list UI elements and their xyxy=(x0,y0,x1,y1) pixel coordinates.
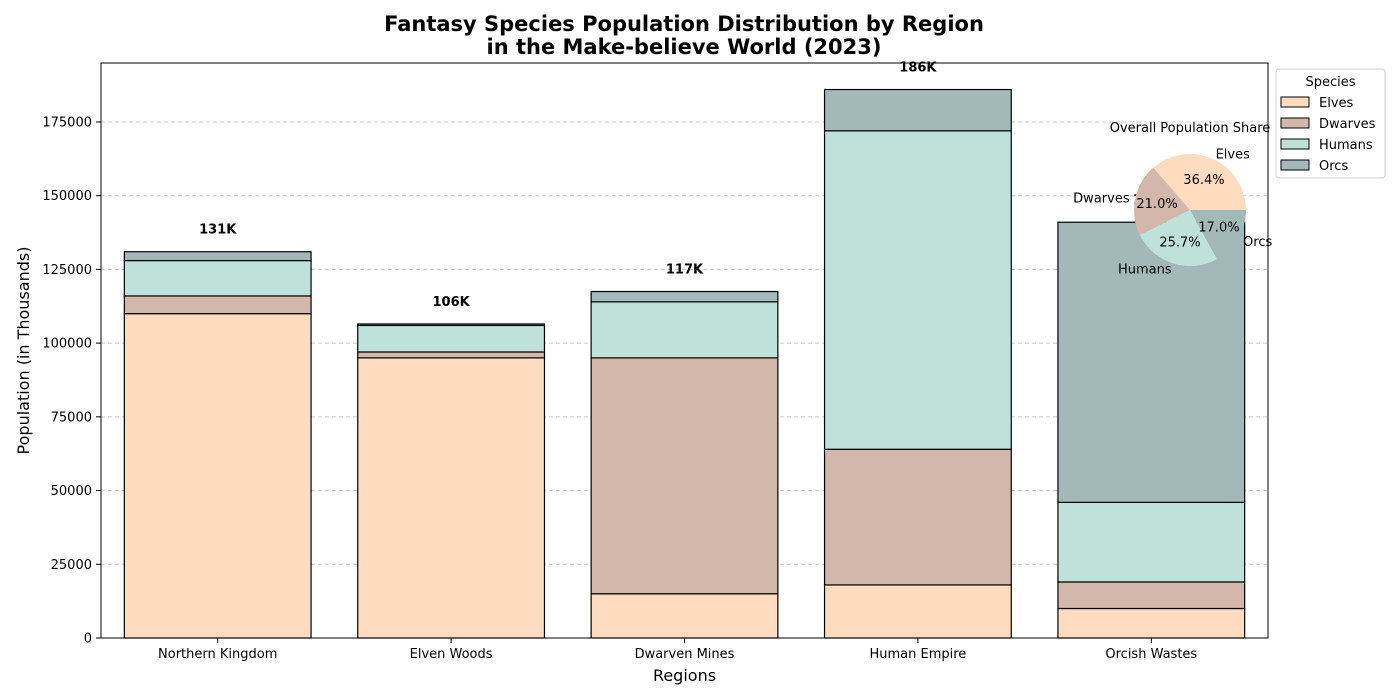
legend-layer: Species Elves Dwarves Humans Orcs xyxy=(1275,68,1386,179)
pie-slice-dwarves xyxy=(1134,167,1190,235)
bar-humans-1 xyxy=(357,324,546,353)
legend-label-elves: Elves xyxy=(1319,96,1354,111)
bar-orcs-1 xyxy=(357,323,546,327)
pie-title: Overall Population Share xyxy=(1110,121,1271,136)
y-tick-label-5: 125000 xyxy=(42,263,92,278)
plot-frame xyxy=(100,62,1269,639)
pie-pct-elves: 36.4% xyxy=(1183,173,1224,188)
bar-orcs-4 xyxy=(1057,221,1246,503)
total-label-0: 131K xyxy=(199,223,237,238)
bar-elves-3 xyxy=(823,584,1012,639)
bar-dwarves-0 xyxy=(123,295,312,315)
pie-pct-humans: 25.7% xyxy=(1159,236,1200,251)
x-tick-label-3: Human Empire xyxy=(869,647,966,662)
bar-dwarves-2 xyxy=(590,357,779,595)
y-tick-label-6: 150000 xyxy=(42,189,92,204)
x-tick-label-0: Northern Kingdom xyxy=(158,647,277,662)
y-tick-label-7: 175000 xyxy=(42,115,92,130)
legend-swatch-elves xyxy=(1280,96,1310,108)
legend-swatch-dwarves xyxy=(1280,117,1310,129)
y-tick-label-1: 25000 xyxy=(51,558,92,573)
legend-swatch-orcs xyxy=(1280,159,1310,171)
pie-label-orcs: Orcs xyxy=(1243,235,1272,250)
x-tick-label-4: Orcish Wastes xyxy=(1105,647,1197,662)
pie-pct-orcs: 17.0% xyxy=(1198,221,1239,236)
pie-pct-dwarves: 21.0% xyxy=(1136,197,1177,212)
x-tick-label-1: Elven Woods xyxy=(410,647,493,662)
pie-slice-orcs xyxy=(1190,210,1246,260)
legend-box xyxy=(1275,68,1386,179)
axes-layer: Northern Kingdom Elven Woods Dwarven Mines… xyxy=(14,62,1269,685)
y-tick-label-4: 100000 xyxy=(42,337,92,352)
bar-elves-2 xyxy=(590,593,779,639)
total-label-1: 106K xyxy=(432,295,470,310)
chart-title-line-1: in the Make-believe World (2023) xyxy=(487,35,882,59)
pie-slice-elves xyxy=(1153,153,1246,210)
y-axis-label: Population (in Thousands) xyxy=(14,247,33,455)
bar-orcs-3 xyxy=(823,88,1012,132)
y-tick-label-2: 50000 xyxy=(51,484,92,499)
total-label-2: 117K xyxy=(666,263,704,278)
bar-orcs-2 xyxy=(590,290,779,303)
bar-humans-0 xyxy=(123,259,312,297)
pie-slice-humans xyxy=(1139,210,1218,267)
y-tick-label-0: 0 xyxy=(84,632,92,647)
bar-dwarves-3 xyxy=(823,448,1012,586)
bar-elves-4 xyxy=(1057,607,1246,639)
pie-label-humans: Humans xyxy=(1118,262,1172,277)
bars-layer xyxy=(123,88,1246,639)
labels-layer: Fantasy Species Population Distribution … xyxy=(199,12,1171,310)
x-tick-label-2: Dwarven Mines xyxy=(635,647,735,662)
legend-title: Species xyxy=(1305,75,1355,90)
pie-label-dwarves: Dwarves xyxy=(1073,191,1130,206)
bar-orcs-0 xyxy=(123,251,312,262)
bar-dwarves-4 xyxy=(1057,581,1246,610)
chart-title-line-0: Fantasy Species Population Distribution … xyxy=(384,12,984,36)
bar-elves-1 xyxy=(357,357,546,639)
bar-humans-2 xyxy=(590,301,779,359)
x-axis-label: Regions xyxy=(653,666,716,685)
pie-layer: 36.4% Elves 21.0% Dwarves 25.7% Humans 17.0% Or… xyxy=(1073,121,1272,277)
bar-elves-0 xyxy=(123,313,312,639)
legend-swatch-humans xyxy=(1280,138,1310,150)
pie-label-elves: Elves xyxy=(1216,147,1251,162)
legend-label-orcs: Orcs xyxy=(1319,159,1348,174)
total-label-3: 186K xyxy=(899,61,937,76)
legend-label-humans: Humans xyxy=(1319,138,1373,153)
bar-dwarves-1 xyxy=(357,351,546,359)
legend-label-dwarves: Dwarves xyxy=(1319,117,1376,132)
y-tick-label-3: 75000 xyxy=(51,410,92,425)
bar-humans-3 xyxy=(823,130,1012,450)
bar-humans-4 xyxy=(1057,501,1246,583)
